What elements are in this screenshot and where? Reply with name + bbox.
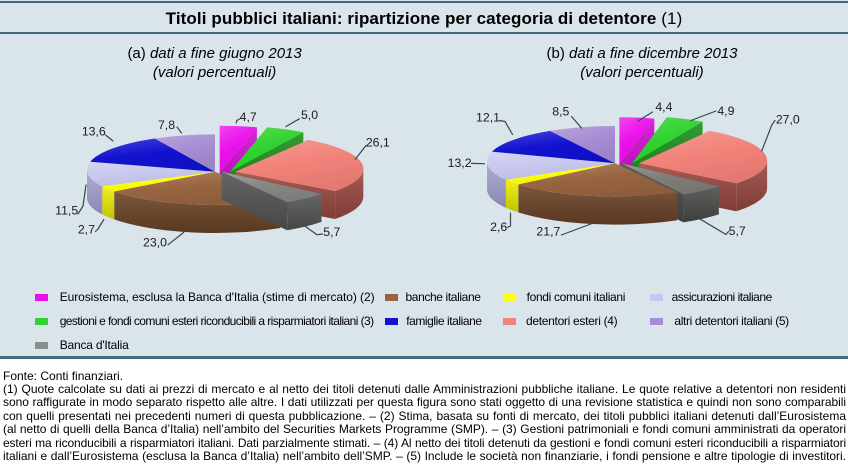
svg-text:8,5: 8,5	[552, 105, 569, 119]
svg-text:27,0: 27,0	[776, 113, 800, 127]
svg-text:12,1: 12,1	[476, 111, 500, 125]
svg-text:4,4: 4,4	[655, 100, 672, 114]
svg-text:2,6: 2,6	[490, 220, 507, 234]
svg-text:11,5: 11,5	[55, 203, 78, 217]
svg-text:4,9: 4,9	[717, 104, 734, 118]
svg-text:21,7: 21,7	[536, 225, 560, 239]
svg-text:13,2: 13,2	[448, 156, 472, 170]
svg-text:4,7: 4,7	[240, 110, 257, 124]
svg-text:5,0: 5,0	[301, 108, 318, 122]
svg-text:23,0: 23,0	[143, 235, 167, 249]
svg-text:26,1: 26,1	[366, 136, 390, 150]
svg-text:13,6: 13,6	[82, 124, 106, 138]
svg-text:7,8: 7,8	[158, 118, 175, 132]
svg-text:5,7: 5,7	[323, 225, 340, 239]
svg-text:5,7: 5,7	[729, 224, 746, 238]
svg-text:2,7: 2,7	[78, 223, 95, 237]
